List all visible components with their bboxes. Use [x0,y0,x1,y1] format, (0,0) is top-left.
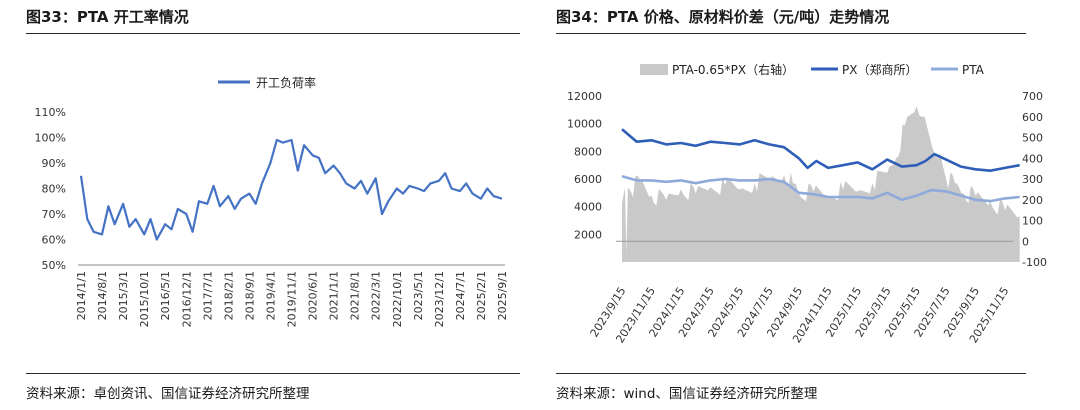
y-left-tick-label: 8000 [574,145,602,158]
y-tick-label: 60% [42,234,66,247]
y-right-tick-label: 100 [1022,215,1043,228]
x-tick-label: 2017/7/1 [201,271,214,320]
right-title-rule [556,33,1026,34]
left-title-rule [26,33,520,34]
y-right-tick-label: -100 [1022,256,1047,269]
y-tick-label: 70% [42,208,66,221]
x-tick-label: 2022/10/1 [391,271,404,327]
x-tick-label: 2021/8/1 [349,271,362,320]
series-line-pta [621,174,1020,203]
series-line-operating-rate [79,138,503,241]
x-tick-label: 2025/2/1 [475,271,488,320]
x-tick-label: 2022/3/1 [370,271,383,320]
series-area-spread [622,106,1020,263]
y-left-tick-label: 2000 [574,228,602,241]
legend-label-spread: PTA-0.65*PX（右轴） [672,62,794,77]
x-tick-label: 2025/9/1 [496,271,509,320]
x-tick-label: 2014/1/1 [75,271,88,320]
x-tick-label: 2023/12/1 [433,271,446,327]
y-left-tick-label: 10000 [567,118,602,131]
left-source-rule [26,373,520,374]
y-right-tick-label: 600 [1022,111,1043,124]
left-chart-title: 图33：PTA 开工率情况 [26,8,189,26]
y-left-tick-label: 4000 [574,201,602,214]
y-tick-label: 100% [35,132,66,145]
x-tick-label: 2016/12/1 [180,271,193,327]
x-tick-label: 2021/1/1 [328,271,341,320]
x-tick-label: 2015/10/1 [138,271,151,327]
legend-label-operating-rate: 开工负荷率 [256,75,316,90]
right-source: 资料来源：wind、国信证券经济研究所整理 [556,386,818,402]
right-panel: 图34：PTA 价格、原材料价差（元/吨）走势情况 PTA-0.65*PX（右轴… [548,0,1080,410]
y-right-tick-label: 400 [1022,152,1043,165]
x-tick-label: 2015/3/1 [117,271,130,320]
y-right-tick-label: 0 [1022,235,1029,248]
series-line-px [621,128,1020,172]
y-right-tick-label: 700 [1022,90,1043,103]
y-tick-label: 80% [42,183,66,196]
right-source-rule [556,373,1026,374]
x-tick-label: 2014/8/1 [96,271,109,320]
y-left-tick-label: 6000 [574,173,602,186]
legend-label-px: PX（郑商所） [842,62,917,77]
legend-label-pta: PTA [962,63,985,77]
x-tick-label: 2018/9/1 [243,271,256,320]
y-right-tick-label: 300 [1022,173,1043,186]
right-chart: PTA-0.65*PX（右轴） PX（郑商所） PTA200040006000800… [567,62,1047,345]
x-tick-label: 2019/4/1 [264,271,277,320]
y-tick-label: 90% [42,157,66,170]
x-tick-label: 2019/11/1 [286,271,299,327]
right-chart-title: 图34：PTA 价格、原材料价差（元/吨）走势情况 [556,8,890,26]
y-tick-label: 110% [35,106,66,119]
legend-swatch-spread [640,64,668,75]
x-tick-label: 2024/7/1 [454,271,467,320]
x-tick-label: 2018/2/1 [222,271,235,320]
x-tick-label: 2016/5/1 [159,271,172,320]
y-right-tick-label: 500 [1022,132,1043,145]
y-right-tick-label: 200 [1022,194,1043,207]
y-left-tick-label: 12000 [567,90,602,103]
y-tick-label: 50% [42,259,66,272]
x-tick-label: 2020/6/1 [307,271,320,320]
x-tick-label: 2023/5/1 [412,271,425,320]
left-chart: 开工负荷率 50% 60% 70% 80% 90% 100% 110% 2014/1/1 2014… [35,75,509,327]
left-panel: 图33：PTA 开工率情况 开工负荷率 50% 60% 70% 80% 90% 100% 11… [0,0,520,410]
left-source: 资料来源：卓创资讯、国信证券经济研究所整理 [26,386,310,402]
